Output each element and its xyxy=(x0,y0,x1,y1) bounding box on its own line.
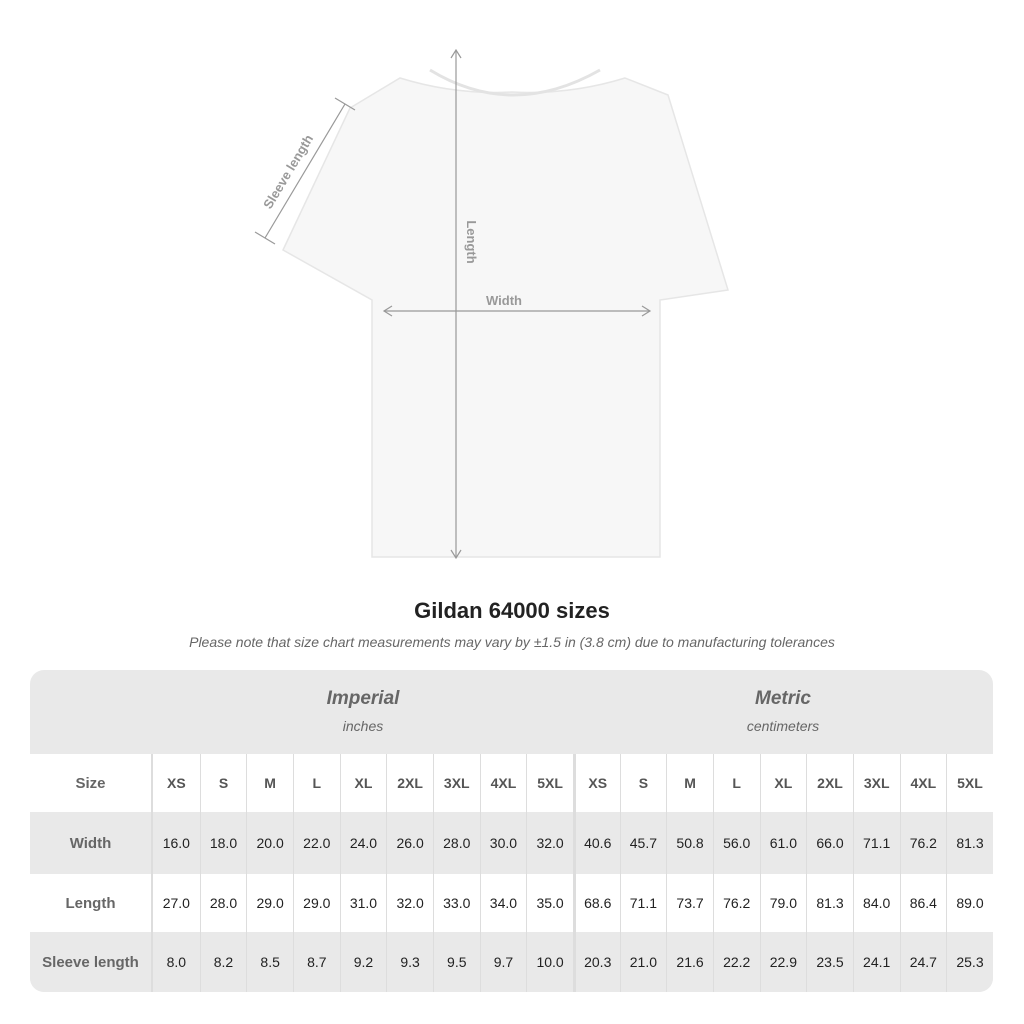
value-cell: 61.0 xyxy=(759,812,807,874)
group-name: Metric xyxy=(755,688,811,709)
value-cell: 22.9 xyxy=(759,932,807,992)
value-cell: 76.2 xyxy=(899,812,947,874)
value-cell: 30.0 xyxy=(479,812,527,874)
value-cell: 84.0 xyxy=(852,874,900,932)
table-row: Sleeve length 8.0 8.2 8.5 8.7 9.2 9.3 9.5 9.7 10.… xyxy=(30,932,993,992)
tshirt-shape xyxy=(282,77,729,558)
value-cell: 29.0 xyxy=(292,874,340,932)
value-cell: 33.0 xyxy=(432,874,480,932)
value-cell: 9.7 xyxy=(479,932,527,992)
value-cell: 73.7 xyxy=(666,874,713,932)
value-cell: 29.0 xyxy=(246,874,293,932)
value-cell: 8.2 xyxy=(199,932,247,992)
value-cell: 8.5 xyxy=(246,932,293,992)
value-cell: 28.0 xyxy=(432,812,480,874)
group-unit: centimeters xyxy=(746,718,820,734)
table-row: Width 16.0 18.0 20.0 22.0 24.0 26.0 28.0 30.0 32.… xyxy=(30,812,993,874)
value-cell: 76.2 xyxy=(712,874,760,932)
value-cell: 23.5 xyxy=(806,932,853,992)
value-cell: 9.3 xyxy=(386,932,433,992)
value-cell: 16.0 xyxy=(162,835,190,851)
size-header-cell: L xyxy=(712,754,760,812)
value-cell: 86.4 xyxy=(899,874,947,932)
page-title: Gildan 64000 sizes xyxy=(414,598,610,623)
value-cell: 56.0 xyxy=(712,812,760,874)
size-header-cell: M xyxy=(246,754,293,812)
value-cell: 50.8 xyxy=(666,812,713,874)
size-header-cell: 5XL xyxy=(946,754,993,812)
value-cell: 26.0 xyxy=(386,812,433,874)
value-cell: 71.1 xyxy=(852,812,900,874)
imperial-group: Imperial inches xyxy=(153,670,573,754)
size-header-cell: 3XL xyxy=(852,754,900,812)
group-name: Imperial xyxy=(326,688,400,709)
size-header-cell: 2XL xyxy=(386,754,433,812)
size-header-row: Size XS S M L XL 2XL 3XL 4XL 5XL XS S M L XL 2XL 3XL 4XL 5… xyxy=(30,754,993,812)
size-header-cell: XS xyxy=(572,754,620,812)
value-cell: 81.3 xyxy=(946,812,993,874)
value-cell: 20.0 xyxy=(246,812,293,874)
value-cell: 35.0 xyxy=(526,874,573,932)
value-cell: 40.6 xyxy=(572,812,620,874)
row-label: Length xyxy=(30,874,153,932)
size-header-cell: XL xyxy=(759,754,807,812)
value-cell: 81.3 xyxy=(806,874,853,932)
length-label: Length xyxy=(464,220,479,263)
value-cell: 8.7 xyxy=(292,932,340,992)
value-cell: 9.2 xyxy=(339,932,387,992)
size-header-cell: XS xyxy=(166,775,186,791)
size-header-cell: 3XL xyxy=(432,754,480,812)
value-cell: 22.0 xyxy=(292,812,340,874)
tolerance-note: Please note that size chart measurements… xyxy=(189,634,835,650)
row-label: Size xyxy=(30,754,153,812)
value-cell: 22.2 xyxy=(712,932,760,992)
value-cell: 89.0 xyxy=(946,874,993,932)
value-cell: 71.1 xyxy=(619,874,667,932)
value-cell: 66.0 xyxy=(806,812,853,874)
value-cell: 34.0 xyxy=(479,874,527,932)
size-header-cell: 5XL xyxy=(526,754,573,812)
value-cell: 68.6 xyxy=(572,874,620,932)
group-unit: inches xyxy=(342,718,384,734)
size-header-cell: 2XL xyxy=(806,754,853,812)
table-row: Length 27.0 28.0 29.0 29.0 31.0 32.0 33.0 34.0 35… xyxy=(30,874,993,932)
value-cell: 45.7 xyxy=(619,812,667,874)
value-cell: 27.0 xyxy=(162,895,190,911)
size-header-cell: L xyxy=(292,754,340,812)
tshirt-diagram: Sleeve length Length Width xyxy=(254,48,729,560)
value-cell: 24.0 xyxy=(339,812,387,874)
value-cell: 8.0 xyxy=(166,954,187,970)
value-cell: 32.0 xyxy=(526,812,573,874)
width-label: Width xyxy=(486,293,522,308)
value-cell: 79.0 xyxy=(759,874,807,932)
size-header-cell: XL xyxy=(339,754,387,812)
size-header-cell: 4XL xyxy=(479,754,527,812)
row-label: Sleeve length xyxy=(30,932,153,992)
value-cell: 31.0 xyxy=(339,874,387,932)
size-header-cell: S xyxy=(199,754,247,812)
measure-lines xyxy=(254,48,652,560)
value-cell: 9.5 xyxy=(432,932,480,992)
value-cell: 10.0 xyxy=(526,932,573,992)
row-label: Width xyxy=(30,812,153,874)
value-cell: 21.6 xyxy=(666,932,713,992)
value-cell: 25.3 xyxy=(946,932,993,992)
value-cell: 18.0 xyxy=(199,812,247,874)
size-header-cell: S xyxy=(619,754,667,812)
size-table: Imperial inches Metric centimeters Size X… xyxy=(30,670,993,992)
value-cell: 21.0 xyxy=(619,932,667,992)
metric-group: Metric centimeters xyxy=(573,670,993,754)
size-header-cell: 4XL xyxy=(899,754,947,812)
value-cell: 28.0 xyxy=(199,874,247,932)
value-cell: 24.1 xyxy=(852,932,900,992)
value-cell: 20.3 xyxy=(572,932,620,992)
value-cell: 32.0 xyxy=(386,874,433,932)
size-header-cell: M xyxy=(666,754,713,812)
value-cell: 24.7 xyxy=(899,932,947,992)
